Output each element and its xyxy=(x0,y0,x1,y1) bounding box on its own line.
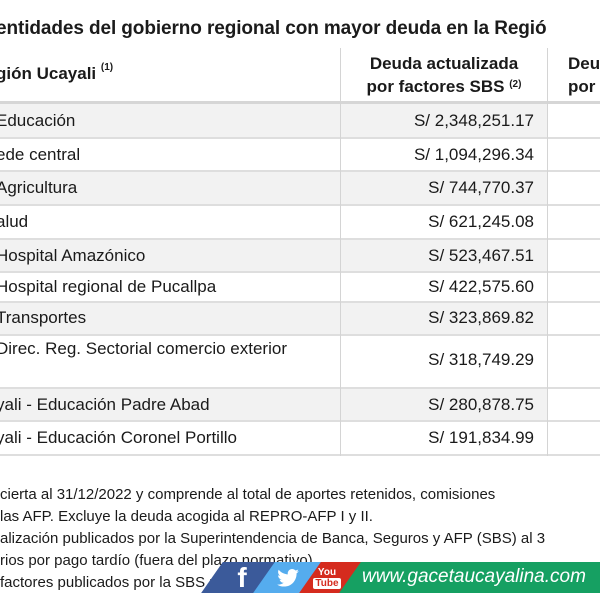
table-row: Hospital regional de Pucallpa S/ 422,575… xyxy=(0,273,600,303)
table-row: yali - Educación Coronel Portillo S/ 191… xyxy=(0,422,600,456)
table-row: ede central S/ 1,094,296.34 xyxy=(0,139,600,172)
entity-name: yali - Educación Padre Abad xyxy=(0,395,210,414)
entity-name: Educación xyxy=(0,111,76,130)
facebook-icon[interactable]: f xyxy=(237,561,247,593)
header-third-column: Deu por xyxy=(568,52,600,98)
table-row: Educación S/ 2,348,251.17 xyxy=(0,104,600,139)
social-banner: f You Tube www.gacetaucayalina.com xyxy=(198,562,600,593)
entity-name: Hospital regional de Pucallpa xyxy=(0,277,217,296)
table-row: Hospital Amazónico S/ 523,467.51 xyxy=(0,240,600,273)
header-debt-sbs: Deuda actualizada por factores SBS (2) xyxy=(341,52,547,98)
debt-value: S/ 280,878.75 xyxy=(428,395,534,414)
footnote-ref-1: (1) xyxy=(100,62,114,73)
table-row: Agricultura S/ 744,770.37 xyxy=(0,172,600,206)
footnote-ref-2: (2) xyxy=(509,79,522,90)
debt-value: S/ 1,094,296.34 xyxy=(413,145,534,164)
column-divider xyxy=(340,48,341,456)
column-divider xyxy=(547,48,548,456)
table-title: entidades del gobierno regional con mayo… xyxy=(0,18,547,39)
entity-name: alud xyxy=(0,212,29,231)
table-row: yali - Educación Padre Abad S/ 280,878.7… xyxy=(0,389,600,422)
youtube-icon[interactable]: You Tube xyxy=(310,562,344,593)
header-third-line1: Deu xyxy=(568,54,600,73)
debt-value: S/ 318,749.29 xyxy=(428,350,534,369)
debt-value: S/ 744,770.37 xyxy=(428,178,534,197)
youtube-label-bottom: Tube xyxy=(313,577,341,589)
debt-value: S/ 191,834.99 xyxy=(428,428,534,447)
header-debt-line1: Deuda actualizada xyxy=(369,54,519,73)
header-third-line2: por xyxy=(568,77,596,96)
header-entity: gión Ucayali (1) xyxy=(0,62,114,84)
header-entity-label: gión Ucayali xyxy=(0,64,97,83)
website-link[interactable]: www.gacetaucayalina.com xyxy=(362,566,586,587)
footnote-line: las AFP. Excluye la deuda acogida al REP… xyxy=(0,508,373,525)
debt-value: S/ 621,245.08 xyxy=(428,212,534,231)
footnote-line: alización publicados por la Superintende… xyxy=(0,530,546,547)
debt-value: S/ 323,869.82 xyxy=(428,308,534,327)
entity-name: ede central xyxy=(0,145,81,164)
entity-name: Agricultura xyxy=(0,178,78,197)
debt-value: S/ 422,575.60 xyxy=(428,277,534,296)
table-row: Transportes S/ 323,869.82 xyxy=(0,303,600,336)
table-row: alud S/ 621,245.08 xyxy=(0,206,600,240)
debt-value: S/ 2,348,251.17 xyxy=(413,111,534,130)
table-row: Direc. Reg. Sectorial comercio exterior … xyxy=(0,336,600,389)
entity-name: Transportes xyxy=(0,308,87,327)
entity-name: yali - Educación Coronel Portillo xyxy=(0,428,237,447)
entity-name: Direc. Reg. Sectorial comercio exterior xyxy=(0,339,287,358)
youtube-label-top: You xyxy=(317,566,337,578)
footnote-line: cierta al 31/12/2022 y comprende al tota… xyxy=(0,486,496,503)
entity-name: Hospital Amazónico xyxy=(0,246,146,265)
twitter-icon[interactable] xyxy=(268,562,308,593)
debt-value: S/ 523,467.51 xyxy=(428,246,534,265)
header-debt-line2: por factores SBS xyxy=(366,77,505,96)
table-header: gión Ucayali (1) Deuda actualizada por f… xyxy=(0,48,600,104)
